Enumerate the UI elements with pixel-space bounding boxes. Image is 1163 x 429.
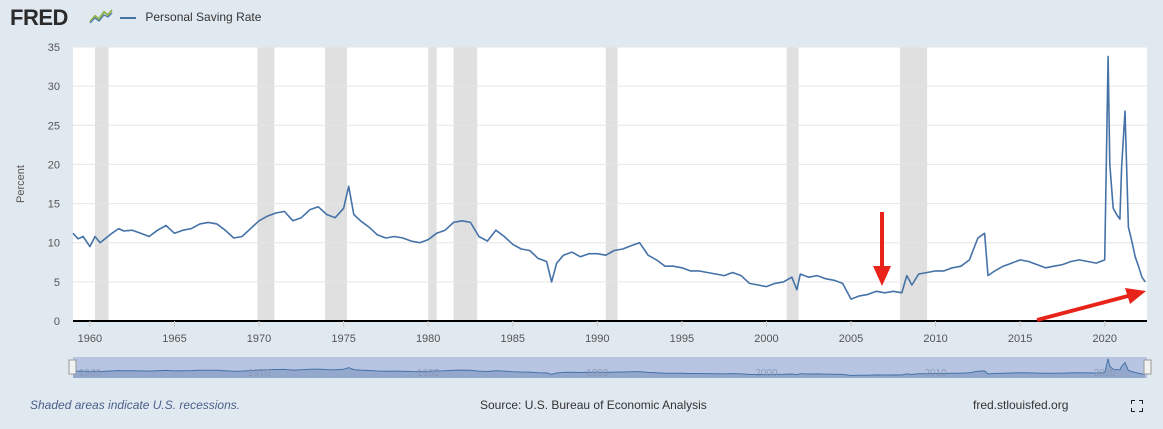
navigator-tick-label: 2010	[924, 368, 947, 379]
x-tick-label: 1960	[78, 333, 102, 345]
fullscreen-icon[interactable]	[1131, 400, 1143, 412]
recession-band	[428, 47, 437, 321]
navigator-tick-label: 1980	[417, 368, 440, 379]
navigator-series-line	[72, 358, 1146, 377]
y-axis-title: Percent	[15, 165, 27, 203]
y-tick-label: 30	[48, 81, 60, 93]
plot-area: 0 5 10 15 20 25 30 35 1960 1965 1970 1975 1980 1985 19…	[15, 42, 1152, 379]
y-tick-label: 20	[48, 159, 60, 171]
legend-label: Personal Saving Rate	[145, 10, 262, 24]
annotation-arrow-shaft	[1036, 294, 1129, 322]
annotation-arrow-head	[1125, 288, 1146, 304]
y-tick-label: 25	[48, 120, 60, 132]
navigator-tick-label: 1990	[586, 368, 609, 379]
navigator-series-area	[73, 358, 1146, 378]
navigator-tick-label: 2020	[1094, 368, 1117, 379]
recession-band	[786, 47, 799, 321]
chart-header: FRED Personal Saving Rate	[0, 0, 1163, 36]
x-tick-label: 2015	[1008, 333, 1032, 345]
source-text: Source: U.S. Bureau of Economic Analysis	[480, 398, 707, 412]
x-tick-label: 2010	[923, 333, 947, 345]
x-tick-label: 2020	[1092, 333, 1116, 345]
recession-band	[94, 47, 109, 321]
y-tick-label: 15	[48, 199, 60, 211]
x-tick-label: 1985	[501, 333, 525, 345]
navigator-tick-label: 1960	[79, 368, 102, 379]
recession-band	[900, 47, 928, 321]
navigator-handle-left[interactable]	[68, 359, 77, 375]
legend-item[interactable]: Personal Saving Rate	[120, 10, 261, 24]
y-tick-label: 35	[48, 42, 60, 54]
x-tick-label: 1975	[331, 333, 355, 345]
x-tick-label: 2000	[754, 333, 778, 345]
x-tick-label: 1995	[670, 333, 694, 345]
y-tick-label: 10	[48, 238, 60, 250]
navigator-handle-right[interactable]	[1143, 359, 1152, 375]
series-line-personal-saving-rate[interactable]	[72, 55, 1146, 300]
y-tick-label: 0	[54, 316, 60, 328]
x-tick-label: 1970	[247, 333, 271, 345]
recession-note: Shaded areas indicate U.S. recessions.	[30, 398, 241, 412]
chart-svg: 0 5 10 15 20 25 30 35 1960 1965 1970 1975 1980 1985 19…	[15, 42, 1152, 379]
recession-band	[605, 47, 618, 321]
x-tick-label: 1980	[416, 333, 440, 345]
navigator-tick-label: 2000	[755, 368, 778, 379]
fred-logo[interactable]: FRED	[10, 5, 68, 30]
x-tick-label: 1990	[585, 333, 609, 345]
site-link[interactable]: fred.stlouisfed.org	[973, 398, 1069, 412]
x-tick-label: 2005	[839, 333, 863, 345]
y-tick-label: 5	[54, 277, 60, 289]
recession-band	[325, 47, 347, 321]
fred-logo-graph-icon	[89, 8, 113, 24]
recession-band	[257, 47, 275, 321]
recession-band	[453, 47, 478, 321]
legend-line-swatch	[120, 16, 136, 19]
x-tick-label: 1965	[162, 333, 186, 345]
annotation-arrow-head	[873, 266, 891, 286]
navigator-tick-label: 1970	[248, 368, 271, 379]
